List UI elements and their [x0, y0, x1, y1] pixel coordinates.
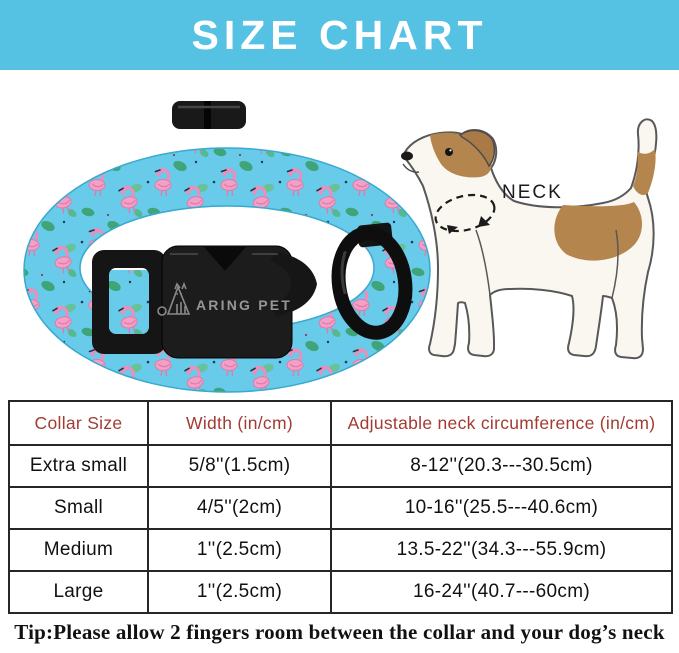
dog-nose: [401, 151, 413, 161]
tip-text: Tip:Please allow 2 fingers room between …: [14, 620, 665, 644]
cell-neck: 13.5-22''(34.3---55.9cm): [330, 528, 673, 572]
cell-width: 5/8''(1.5cm): [147, 444, 332, 488]
cell-neck: 10-16''(25.5---40.6cm): [330, 486, 673, 530]
dog-illustration: NECK: [401, 118, 658, 360]
collar-buckle: ARING PET: [92, 245, 317, 359]
cell-neck: 8-12''(20.3---30.5cm): [330, 444, 673, 488]
dog-eye-glint: [449, 149, 452, 152]
page-title: SIZE CHART: [191, 11, 488, 58]
cell-size: Small: [8, 486, 149, 530]
dog-eye: [445, 148, 453, 156]
dog-front-leg-line: [475, 229, 491, 296]
buckle-left-loop: [92, 250, 166, 354]
cell-width: 1''(2.5cm): [147, 570, 332, 614]
table-row: Small 4/5''(2cm) 10-16''(25.5---40.6cm): [8, 486, 673, 530]
dog-tail-patch: [633, 149, 656, 195]
arrow-icon: [478, 216, 490, 227]
banner: SIZE CHART: [0, 0, 679, 70]
buckle-release-arm: [270, 252, 317, 316]
arrow-icon: [447, 225, 458, 234]
collar-d-ring: [331, 226, 413, 340]
cell-size: Extra small: [8, 444, 149, 488]
table-row: Medium 1''(2.5cm) 13.5-22''(34.3---55.9c…: [8, 528, 673, 572]
collar-slider: [172, 101, 246, 129]
dog-ear: [458, 129, 496, 168]
brand-cat-logo-icon: [157, 281, 191, 316]
cell-width: 1''(2.5cm): [147, 528, 332, 572]
cell-size: Large: [8, 570, 149, 614]
dog-mouth: [402, 163, 420, 173]
cell-width: 4/5''(2cm): [147, 486, 332, 530]
column-header-width: Width (in/cm): [147, 400, 332, 446]
neck-measure-dashed-circle: [434, 193, 496, 234]
dog-body: [404, 118, 658, 360]
table-row: Extra small 5/8''(1.5cm) 8-12''(20.3---3…: [8, 444, 673, 488]
column-header-collar-size: Collar Size: [8, 400, 149, 446]
table-row: Large 1''(2.5cm) 16-24''(40.7---60cm): [8, 570, 673, 614]
cell-neck: 16-24''(40.7---60cm): [330, 570, 673, 614]
buckle-notch: [204, 247, 246, 271]
brand-text: ARING PET: [196, 297, 292, 313]
cell-size: Medium: [8, 528, 149, 572]
table-header-row: Collar Size Width (in/cm) Adjustable nec…: [8, 400, 673, 446]
buckle-loop-fabric: [108, 270, 152, 332]
dog-back-patch: [554, 202, 643, 261]
size-table: Collar Size Width (in/cm) Adjustable nec…: [8, 400, 673, 614]
collar-photo: ARING PET: [23, 101, 431, 393]
neck-label: NECK: [502, 182, 563, 203]
column-header-neck-circumference: Adjustable neck circumference (in/cm): [330, 400, 673, 446]
dog-hind-leg-line: [611, 229, 619, 299]
